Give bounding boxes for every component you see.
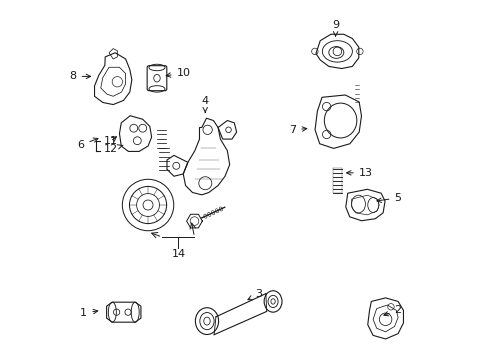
Text: 11: 11	[103, 136, 117, 147]
Text: 5: 5	[376, 193, 401, 203]
Text: 1: 1	[80, 308, 98, 318]
Text: 12: 12	[103, 144, 122, 154]
Text: 3: 3	[247, 289, 262, 300]
Text: 8: 8	[69, 71, 90, 81]
Text: 2: 2	[383, 305, 401, 316]
Text: 10: 10	[166, 68, 190, 78]
Text: 7: 7	[288, 125, 306, 135]
Text: 13: 13	[346, 168, 372, 178]
Text: 6: 6	[77, 138, 98, 150]
Text: 14: 14	[171, 249, 185, 259]
Text: 4: 4	[201, 96, 208, 112]
Text: 9: 9	[331, 19, 339, 36]
